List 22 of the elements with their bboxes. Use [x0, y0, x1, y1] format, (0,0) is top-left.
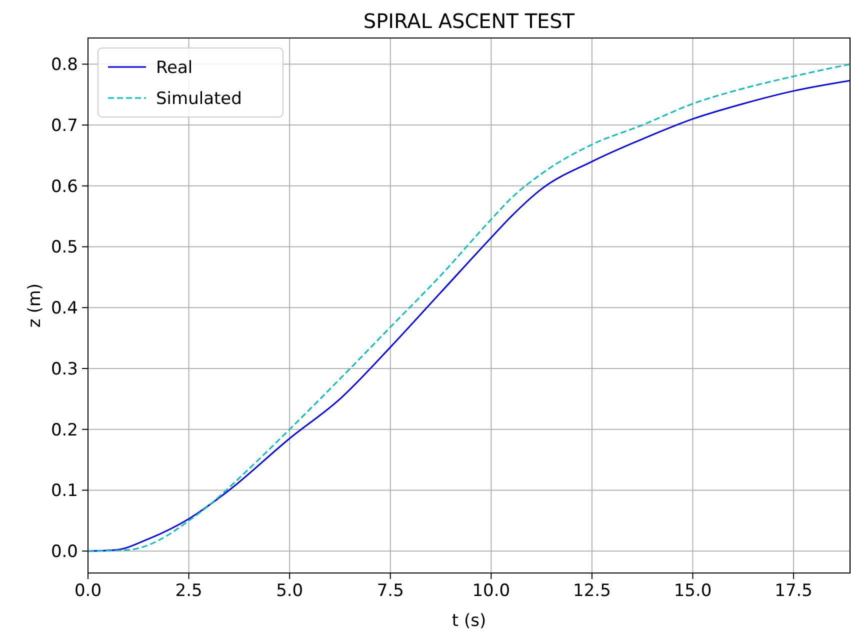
y-tick-label: 0.5 — [50, 238, 78, 258]
y-tick-label: 0.0 — [50, 542, 78, 562]
x-tick-label: 10.0 — [472, 581, 510, 601]
y-tick-label: 0.8 — [50, 55, 78, 76]
y-tick-label: 0.2 — [50, 420, 78, 440]
y-tick-label: 0.7 — [50, 116, 78, 136]
y-tick-label: 0.3 — [50, 359, 78, 380]
x-tick-label: 12.5 — [573, 581, 611, 601]
y-tick-label: 0.4 — [50, 298, 78, 319]
legend-label: Real — [156, 58, 193, 78]
x-axis-title: t (s) — [452, 611, 486, 631]
x-tick-label: 5.0 — [276, 581, 304, 601]
legend-label: Simulated — [156, 88, 242, 109]
x-tick-label: 2.5 — [175, 581, 202, 601]
x-tick-label: 15.0 — [674, 581, 712, 601]
x-tick-label: 17.5 — [774, 581, 812, 601]
y-tick-label: 0.6 — [50, 176, 78, 197]
x-tick-label: 7.5 — [376, 581, 404, 601]
chart-title: SPIRAL ASCENT TEST — [363, 9, 576, 33]
y-axis-title: z (m) — [25, 283, 45, 328]
x-tick-label: 0.0 — [74, 581, 102, 601]
y-tick-label: 0.1 — [50, 481, 78, 502]
